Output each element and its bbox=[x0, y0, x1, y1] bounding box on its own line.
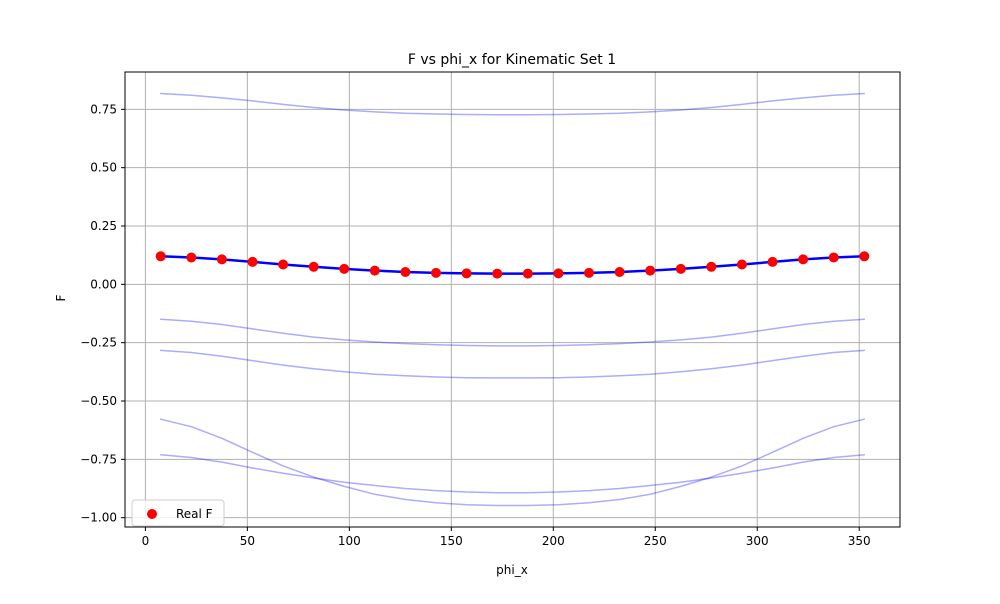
curve-line-2 bbox=[159, 349, 866, 379]
x-tick-label: 200 bbox=[542, 534, 565, 548]
plot-frame bbox=[124, 71, 901, 528]
real-f-point bbox=[278, 259, 289, 270]
x-tick-label: 250 bbox=[644, 534, 667, 548]
real-f-point bbox=[339, 263, 350, 274]
legend-box bbox=[131, 499, 225, 527]
real-f-point bbox=[767, 256, 778, 267]
legend-marker-real-f bbox=[147, 509, 157, 519]
real-f-point bbox=[828, 252, 839, 263]
y-tick-label: −1.00 bbox=[80, 511, 117, 525]
real-f-point bbox=[247, 256, 258, 267]
real-f-point bbox=[675, 263, 686, 274]
real-f-point bbox=[431, 267, 441, 278]
real-f-point bbox=[308, 261, 319, 272]
real-f-point bbox=[461, 268, 472, 279]
x-tick-label: 50 bbox=[240, 534, 255, 548]
curve-line-1 bbox=[159, 318, 866, 347]
real-f-point bbox=[798, 254, 809, 265]
grid bbox=[125, 72, 900, 527]
real-f-point bbox=[645, 265, 656, 276]
curve-line-0 bbox=[159, 92, 866, 116]
real-f-point bbox=[216, 254, 227, 265]
real-f-point bbox=[400, 267, 411, 277]
real-f-point bbox=[522, 268, 533, 279]
y-tick-label: 0.50 bbox=[90, 161, 117, 175]
y-tick-label: −0.50 bbox=[80, 394, 117, 408]
real-f-point bbox=[584, 267, 594, 278]
x-tick-label: 100 bbox=[338, 534, 361, 548]
curve-line-3 bbox=[159, 418, 866, 507]
fitted-f-line bbox=[159, 255, 866, 275]
ticks: 0 50 100 150 200 250 300 350 −1.00 −0.75 −0.50 −0.2… bbox=[80, 102, 870, 548]
chart-title: F vs phi_x for Kinematic Set 1 bbox=[408, 52, 616, 68]
y-tick-label: 0.75 bbox=[90, 102, 117, 116]
y-tick-label: −0.25 bbox=[80, 336, 117, 350]
real-f-point bbox=[706, 261, 717, 272]
real-f-point bbox=[736, 259, 747, 270]
real-f-point bbox=[553, 268, 564, 279]
real-f-point bbox=[186, 252, 197, 263]
real-f-point bbox=[155, 251, 166, 262]
real-f-point bbox=[492, 268, 503, 279]
real-f-point bbox=[859, 251, 870, 262]
x-tick-label: 0 bbox=[142, 534, 150, 548]
x-tick-label: 300 bbox=[746, 534, 769, 548]
curve-line-4 bbox=[159, 453, 866, 494]
y-tick-label: 0.00 bbox=[90, 277, 117, 291]
real-f-point bbox=[369, 265, 380, 276]
y-tick-label: −0.75 bbox=[80, 452, 117, 466]
real-f-point bbox=[614, 267, 625, 277]
x-tick-label: 350 bbox=[848, 534, 871, 548]
x-tick-label: 150 bbox=[440, 534, 463, 548]
series-layer bbox=[155, 92, 870, 507]
y-axis-label: F bbox=[54, 294, 68, 301]
y-tick-label: 0.25 bbox=[90, 219, 117, 233]
legend: Real F bbox=[131, 499, 225, 527]
x-axis-label: phi_x bbox=[496, 563, 528, 577]
legend-label-real-f: Real F bbox=[176, 507, 213, 521]
